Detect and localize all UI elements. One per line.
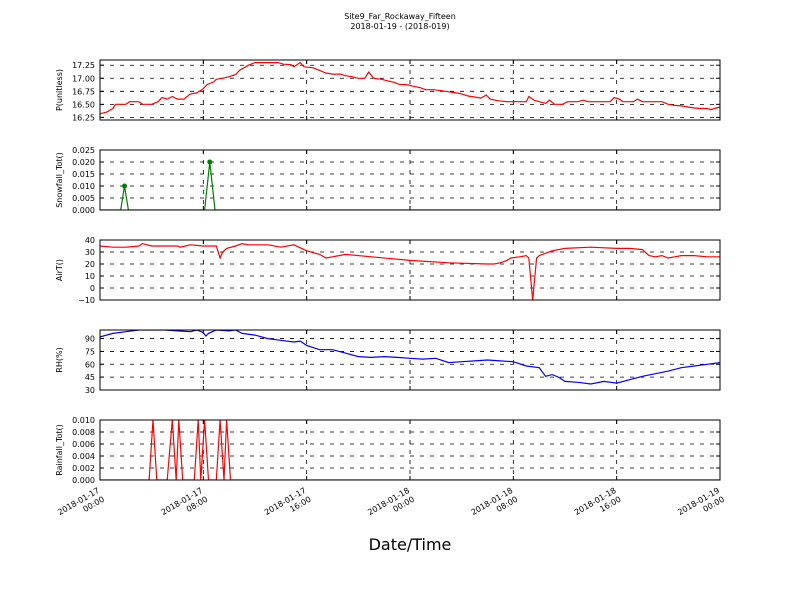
y-tick-label: 0 [90,284,95,293]
y-tick-label: 30 [85,386,95,395]
series-line [100,242,720,300]
panel-frame [99,149,721,211]
y-axis-label: RH(%) [55,347,64,372]
y-tick-label: 0.025 [72,146,95,155]
y-tick-label: 40 [85,236,95,245]
series-line [100,420,720,480]
y-tick-label: 16.75 [72,87,95,96]
panels: 16.25 16.50 16.75 17.00 17.25 P(unitless) 0.00… [55,59,721,485]
data-point [122,183,128,189]
y-axis-label: Snowfall_Tot() [55,152,64,208]
y-axis-label: Rainfall_Tot() [55,424,64,476]
panel-5: 0.000 0.002 0.004 0.006 0.008 0.010 Rainfall_T… [55,416,721,485]
y-tick-label: 60 [85,360,95,369]
panel-2: 0.000 0.005 0.010 0.015 0.020 0.025 Snowfall_T… [55,146,721,215]
y-tick-label: 17.00 [72,74,95,83]
y-tick-label: 75 [85,347,95,356]
x-axis-label: Date/Time [369,535,452,554]
panel-frame [99,59,721,121]
y-tick-label: 10 [85,272,95,281]
y-tick-label: 16.50 [72,100,95,109]
panel-4: 30 45 60 75 90 RH(%) [55,329,721,395]
chart-subtitle: 2018-01-19 - (2018-019) [350,22,449,31]
y-tick-label: 0.006 [72,440,95,449]
y-axis-label: AirT() [55,259,64,281]
chart-title: Site9_Far_Rockaway_Fifteen [344,12,456,21]
y-tick-label: 0.010 [72,182,95,191]
y-tick-label: 16.25 [72,113,95,122]
y-tick-label: −10 [78,296,95,305]
y-tick-label: 0.002 [72,464,95,473]
series-line [100,161,720,210]
y-tick-label: 0.004 [72,452,95,461]
series-line [100,61,720,115]
y-tick-label: 90 [85,335,95,344]
y-tick-label: 30 [85,248,95,257]
y-tick-label: 0.008 [72,428,95,437]
y-tick-label: 45 [85,373,95,382]
y-tick-label: 0.020 [72,158,95,167]
panel-3: −10 0 10 20 30 40 AirT() [55,236,721,305]
y-tick-label: 0.000 [72,206,95,215]
y-tick-label: 20 [85,260,95,269]
y-tick-label: 0.000 [72,476,95,485]
data-point [207,159,213,165]
panel-frame [99,419,721,481]
y-tick-label: 0.015 [72,170,95,179]
y-axis-label: P(unitless) [55,69,64,111]
panel-1: 16.25 16.50 16.75 17.00 17.25 P(unitless) [55,59,721,122]
y-tick-label: 0.005 [72,194,95,203]
panel-frame [99,239,721,301]
y-tick-label: 0.010 [72,416,95,425]
panel-frame [99,329,721,391]
y-tick-label: 17.25 [72,61,95,70]
series-line [100,330,720,385]
